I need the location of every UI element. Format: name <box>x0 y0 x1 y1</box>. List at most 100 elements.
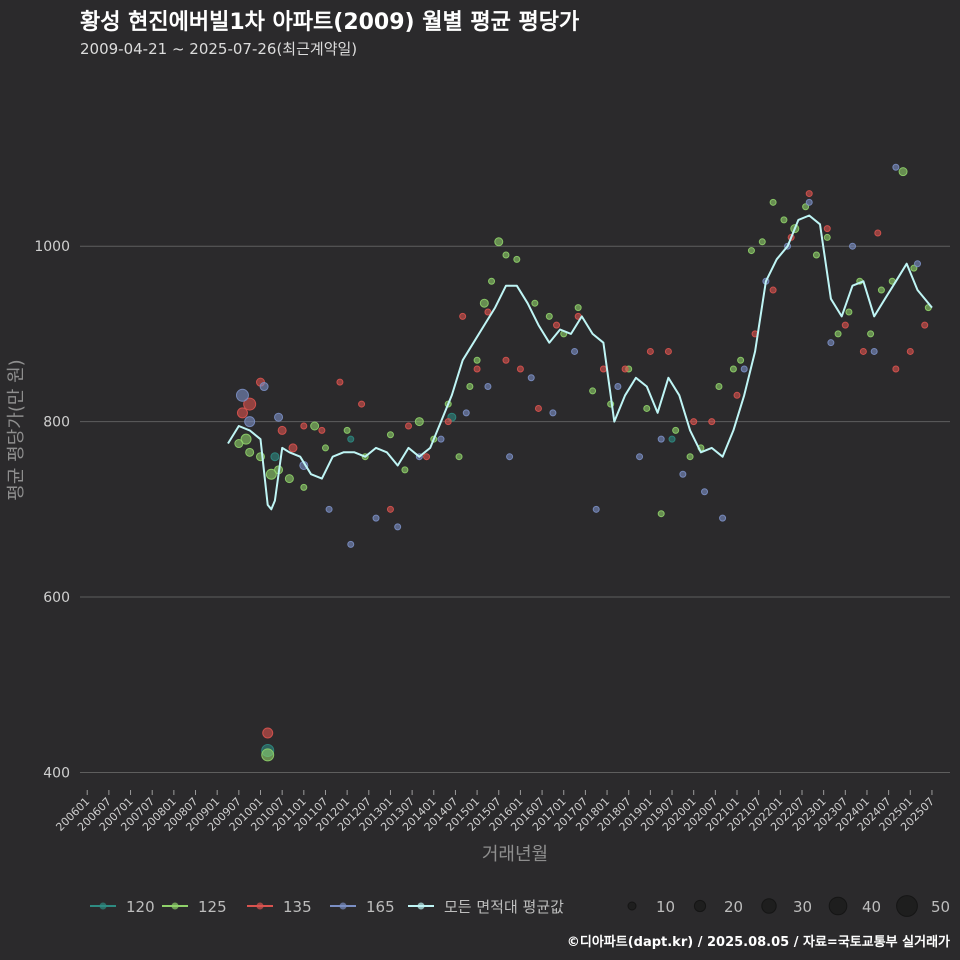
point-125 <box>574 304 582 312</box>
point-165 <box>347 540 355 548</box>
point-120 <box>347 435 355 443</box>
point-135 <box>459 312 467 320</box>
y-tick-label: 400 <box>43 765 70 781</box>
point-135 <box>318 426 326 434</box>
point-125 <box>414 417 424 427</box>
point-125 <box>245 447 255 457</box>
point-135 <box>386 505 394 513</box>
point-135 <box>664 347 672 355</box>
size-legend-circle <box>627 901 637 911</box>
point-165 <box>549 409 557 417</box>
point-165 <box>274 412 284 422</box>
point-135 <box>805 190 813 198</box>
point-135 <box>288 443 298 453</box>
point-125 <box>845 308 853 316</box>
point-165 <box>849 242 857 250</box>
point-125 <box>321 444 329 452</box>
point-165 <box>679 470 687 478</box>
point-135 <box>336 378 344 386</box>
x-tick-labels: 2006012006072007012007072008012008072009… <box>53 790 937 834</box>
point-165 <box>244 416 256 428</box>
point-165 <box>437 435 445 443</box>
point-135 <box>921 321 929 329</box>
point-165 <box>740 365 748 373</box>
point-125 <box>494 237 504 247</box>
size-legend-label: 20 <box>724 898 743 916</box>
point-125 <box>910 264 918 272</box>
point-125 <box>300 483 308 491</box>
y-axis-title: 평균 평당가(만 원) <box>6 359 27 500</box>
point-165 <box>462 409 470 417</box>
point-125 <box>386 431 394 439</box>
point-135 <box>859 347 867 355</box>
point-125 <box>265 468 277 480</box>
point-165 <box>484 383 492 391</box>
legend-label: 120 <box>126 898 155 916</box>
average-line-group <box>227 214 933 511</box>
size-legend-circle <box>896 895 918 917</box>
point-125 <box>643 404 651 412</box>
point-125 <box>867 330 875 338</box>
legend-swatch <box>339 902 347 910</box>
point-135 <box>358 400 366 408</box>
point-165 <box>701 488 709 496</box>
average-line <box>227 214 933 511</box>
point-165 <box>325 505 333 513</box>
legend-label: 125 <box>198 898 227 916</box>
legend: 120 125 135 165 모든 면적대 평균값 10 20 30 40 50 <box>90 895 950 917</box>
legend-label: 165 <box>366 898 395 916</box>
point-135 <box>769 286 777 294</box>
point-135 <box>243 397 257 411</box>
point-135 <box>444 418 452 426</box>
point-135 <box>405 422 413 430</box>
size-legend-circle <box>828 896 848 916</box>
point-125 <box>473 356 481 364</box>
point-135 <box>874 229 882 237</box>
point-125 <box>737 356 745 364</box>
point-135 <box>236 407 248 419</box>
point-125 <box>284 474 294 484</box>
point-165 <box>592 505 600 513</box>
chart-subtitle: 2009-04-21 ~ 2025-07-26(최근계약일) <box>80 40 358 58</box>
point-135 <box>473 365 481 373</box>
legend-label: 135 <box>283 898 312 916</box>
size-legend-circle <box>761 898 777 914</box>
point-135 <box>423 453 431 461</box>
x-axis-title: 거래년월 <box>482 844 548 865</box>
y-tick-label: 1000 <box>34 239 70 255</box>
point-165 <box>527 374 535 382</box>
point-125 <box>502 251 510 259</box>
point-125 <box>466 383 474 391</box>
point-165 <box>614 383 622 391</box>
point-125 <box>343 426 351 434</box>
y-tick-label: 800 <box>43 415 70 431</box>
size-legend-label: 30 <box>793 898 812 916</box>
source-caption: ©디아파트(dapt.kr) / 2025.08.05 / 자료=국토교통부 실… <box>566 935 950 950</box>
size-legend-label: 10 <box>656 898 675 916</box>
point-135 <box>841 321 849 329</box>
point-165 <box>914 260 922 268</box>
point-125 <box>834 330 842 338</box>
point-125 <box>686 453 694 461</box>
legend-swatch <box>417 902 425 910</box>
point-135 <box>502 356 510 364</box>
legend-label: 모든 면적대 평균값 <box>444 898 564 916</box>
point-125 <box>531 299 539 307</box>
point-165 <box>235 388 249 402</box>
legend-swatch <box>256 902 264 910</box>
point-125 <box>545 312 553 320</box>
point-135 <box>690 418 698 426</box>
point-165 <box>372 514 380 522</box>
point-125 <box>401 466 409 474</box>
legend-swatch <box>99 902 107 910</box>
point-165 <box>259 382 269 392</box>
y-tick-labels: 400 600 800 1000 <box>34 239 70 781</box>
size-legend-circle <box>693 899 707 913</box>
point-125 <box>758 238 766 246</box>
point-125 <box>812 251 820 259</box>
point-125 <box>729 365 737 373</box>
point-135 <box>553 321 561 329</box>
point-135 <box>599 365 607 373</box>
point-165 <box>892 163 900 171</box>
